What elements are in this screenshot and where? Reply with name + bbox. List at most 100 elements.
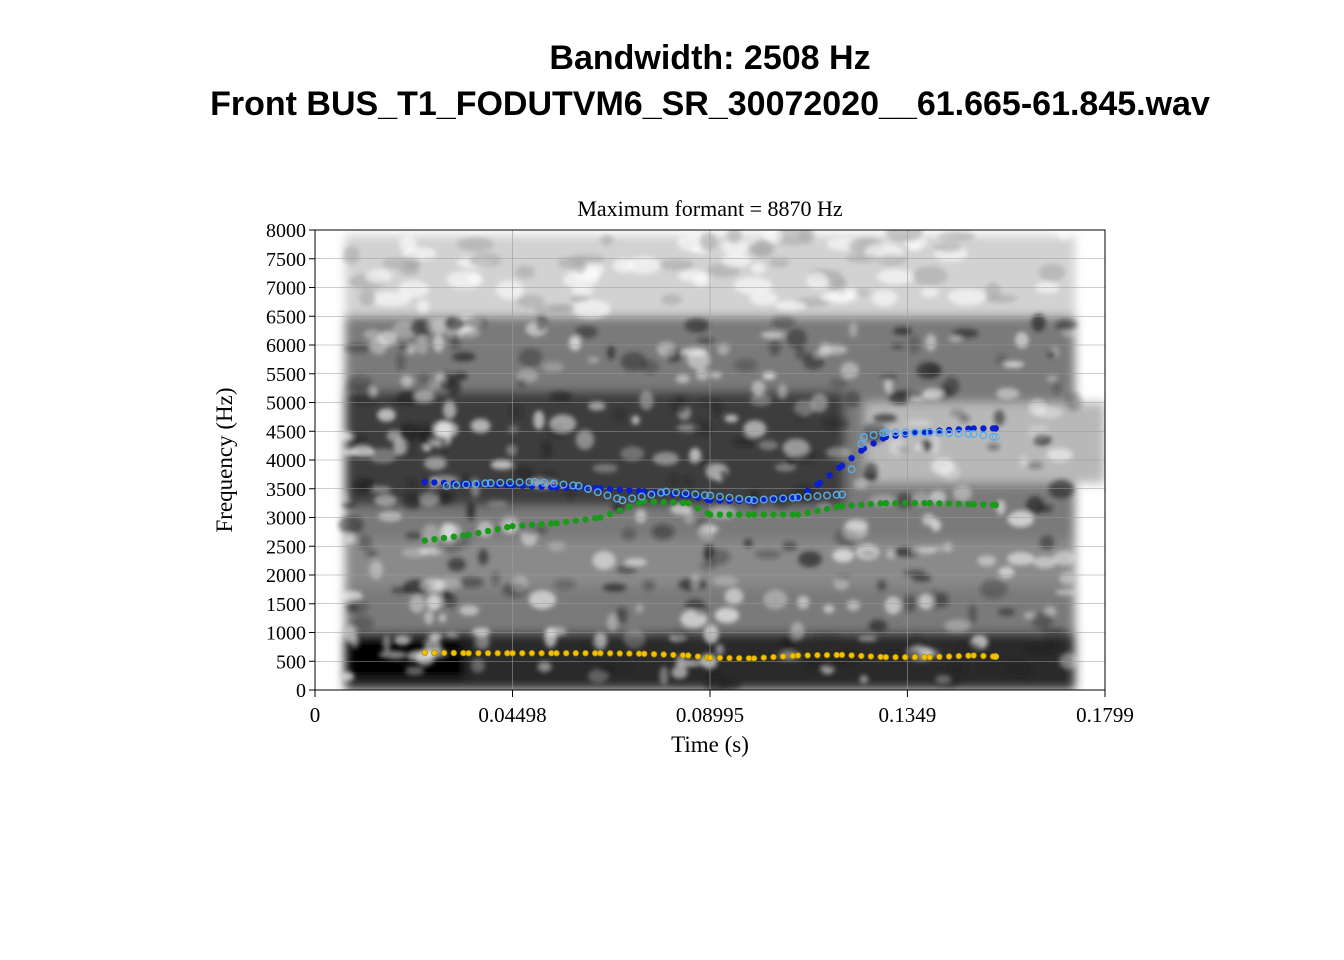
formant-point (616, 486, 623, 493)
formant-point (770, 653, 777, 661)
formant-point (421, 649, 428, 656)
formant-point (750, 655, 758, 662)
formant-point (700, 491, 709, 500)
formant-point (572, 517, 579, 524)
formant-point (515, 478, 524, 487)
formant-point (553, 520, 560, 527)
formant-point (616, 650, 623, 657)
formant-point (694, 653, 702, 660)
formant-point (504, 524, 511, 531)
formant-point (803, 492, 812, 501)
formant-point (848, 502, 855, 509)
formant-series-2 (421, 498, 1000, 544)
formant-point (804, 652, 811, 659)
x-tick-label: 0.04498 (478, 703, 546, 727)
formant-point (549, 479, 558, 488)
formant-point (979, 431, 988, 440)
formant-point (858, 652, 865, 660)
formant-point (970, 652, 977, 659)
formant-point (465, 531, 472, 538)
formant-point (672, 488, 681, 497)
formant-point (935, 428, 944, 437)
formant-point (745, 655, 753, 662)
formant-point (626, 650, 633, 657)
y-tick-label: 8000 (266, 220, 306, 242)
formant-point (462, 480, 471, 489)
formant-point (603, 491, 612, 500)
formant-point (870, 440, 877, 447)
formant-point (789, 511, 796, 518)
y-tick-label: 1000 (266, 623, 306, 645)
formant-point (471, 480, 480, 489)
formant-point (494, 650, 501, 657)
formant-point (694, 505, 702, 512)
formant-point (716, 654, 724, 662)
y-tick-label: 6500 (266, 306, 306, 328)
formant-point (559, 480, 568, 489)
formant-series-4 (442, 428, 1000, 505)
formant-point (431, 649, 438, 656)
formant-point (891, 428, 900, 437)
formant-point (804, 509, 811, 516)
formant-point (528, 650, 536, 657)
formant-point (670, 651, 677, 659)
formant-point (992, 425, 1000, 432)
formant-point (814, 652, 821, 659)
formant-point (910, 428, 919, 437)
formant-point (892, 654, 899, 661)
chart-title: Maximum formant = 8870 Hz (577, 196, 843, 221)
formant-point (650, 498, 658, 505)
x-axis-label: Time (s) (671, 732, 749, 757)
formant-point (848, 455, 855, 462)
formant-point (794, 493, 803, 502)
formant-point (707, 654, 714, 661)
formant-point (606, 650, 614, 657)
y-axis-label: Frequency (Hz) (212, 388, 237, 533)
formant-point (504, 650, 511, 657)
y-tick-label: 0 (296, 680, 306, 702)
formant-point (832, 490, 841, 499)
formant-point (964, 429, 973, 438)
formant-point (635, 650, 643, 657)
formant-point (641, 650, 648, 657)
formant-point (980, 425, 987, 432)
formant-point (592, 650, 599, 657)
formant-points (421, 425, 1000, 662)
formant-point (548, 650, 555, 657)
formant-point (991, 433, 1000, 441)
formant-point (569, 481, 578, 490)
formant-point (484, 527, 492, 535)
formant-point (650, 651, 658, 658)
y-tick-label: 5500 (266, 364, 306, 386)
formant-point (519, 522, 526, 529)
y-tick-label: 2000 (266, 565, 306, 587)
formant-point (779, 494, 788, 503)
formant-point (618, 496, 627, 505)
formant-point (769, 495, 778, 504)
formant-point (735, 494, 744, 503)
formant-point (750, 496, 759, 505)
formant-point (691, 490, 700, 499)
formant-point (679, 499, 687, 507)
formant-point (823, 651, 831, 659)
formant-point (647, 490, 656, 499)
formant-point (538, 521, 545, 528)
y-tick-label: 500 (276, 651, 306, 673)
formant-point (925, 428, 934, 437)
y-tick-label: 7000 (266, 278, 306, 300)
formant-point (980, 501, 987, 508)
formant-point (481, 479, 490, 488)
formant-point (954, 429, 963, 438)
formant-point (911, 654, 919, 661)
formant-point (540, 478, 549, 487)
formant-point (657, 488, 666, 497)
y-tick-label: 4500 (266, 421, 306, 443)
formant-point (553, 650, 560, 657)
figure-title-bandwidth: Bandwidth: 2508 Hz (549, 39, 871, 77)
formant-point (965, 652, 972, 659)
formant-point (920, 428, 929, 437)
formant-point (813, 492, 822, 501)
formant-point (867, 500, 875, 508)
x-tick-label: 0 (310, 703, 321, 727)
formant-point (681, 489, 690, 498)
